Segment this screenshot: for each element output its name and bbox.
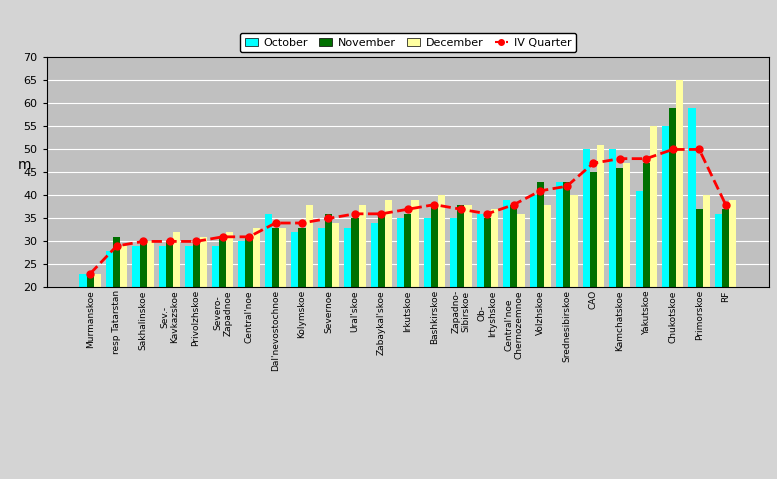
Bar bbox=[517, 214, 524, 379]
Bar bbox=[430, 205, 438, 379]
Bar bbox=[305, 205, 312, 379]
Bar bbox=[465, 205, 472, 379]
Bar bbox=[669, 108, 676, 379]
Bar bbox=[715, 214, 722, 379]
Bar bbox=[476, 214, 484, 379]
Bar bbox=[556, 182, 563, 379]
Bar bbox=[200, 237, 207, 379]
Bar bbox=[318, 228, 325, 379]
Bar bbox=[544, 205, 551, 379]
Bar bbox=[583, 149, 590, 379]
Bar bbox=[358, 205, 366, 379]
Bar bbox=[491, 209, 498, 379]
Bar bbox=[616, 168, 623, 379]
Bar bbox=[609, 149, 616, 379]
Bar bbox=[397, 218, 404, 379]
Bar bbox=[458, 205, 465, 379]
Bar bbox=[212, 246, 219, 379]
Bar bbox=[193, 241, 200, 379]
Bar bbox=[510, 205, 517, 379]
Bar bbox=[404, 214, 412, 379]
Bar bbox=[503, 200, 510, 379]
Bar bbox=[412, 200, 419, 379]
Bar bbox=[219, 237, 226, 379]
Bar bbox=[147, 241, 154, 379]
Bar bbox=[226, 232, 233, 379]
Bar bbox=[344, 228, 351, 379]
Bar bbox=[597, 145, 604, 379]
Bar bbox=[140, 241, 147, 379]
Bar bbox=[298, 228, 305, 379]
Bar bbox=[438, 195, 445, 379]
Bar bbox=[378, 214, 385, 379]
Bar bbox=[186, 246, 193, 379]
Bar bbox=[371, 223, 378, 379]
Bar bbox=[570, 195, 577, 379]
Bar bbox=[722, 209, 730, 379]
Bar bbox=[272, 228, 279, 379]
Bar bbox=[688, 108, 695, 379]
Bar bbox=[173, 232, 180, 379]
Bar bbox=[113, 237, 120, 379]
Bar bbox=[676, 80, 684, 379]
Bar bbox=[291, 232, 298, 379]
Y-axis label: m: m bbox=[18, 159, 32, 172]
Bar bbox=[423, 218, 430, 379]
Bar bbox=[590, 172, 597, 379]
Bar bbox=[94, 274, 101, 379]
Bar bbox=[265, 214, 272, 379]
Bar bbox=[563, 182, 570, 379]
Bar bbox=[643, 163, 650, 379]
Bar bbox=[106, 251, 113, 379]
Bar bbox=[159, 246, 166, 379]
Bar bbox=[120, 246, 127, 379]
Bar bbox=[246, 237, 253, 379]
Bar bbox=[86, 274, 94, 379]
Bar bbox=[450, 218, 458, 379]
Bar bbox=[662, 126, 669, 379]
Legend: October, November, December, IV Quarter: October, November, December, IV Quarter bbox=[240, 33, 576, 52]
Bar bbox=[650, 126, 657, 379]
Bar bbox=[166, 241, 173, 379]
Bar bbox=[530, 195, 537, 379]
Bar bbox=[385, 200, 392, 379]
Bar bbox=[484, 218, 491, 379]
Bar bbox=[239, 241, 246, 379]
Bar bbox=[325, 214, 332, 379]
Bar bbox=[279, 228, 286, 379]
Bar bbox=[253, 228, 260, 379]
Bar bbox=[79, 274, 86, 379]
Bar bbox=[730, 200, 737, 379]
Bar bbox=[132, 246, 140, 379]
Bar bbox=[537, 182, 544, 379]
Bar bbox=[702, 195, 710, 379]
Bar bbox=[636, 191, 643, 379]
Bar bbox=[623, 163, 630, 379]
Bar bbox=[332, 223, 340, 379]
Bar bbox=[695, 209, 702, 379]
Bar bbox=[351, 218, 358, 379]
